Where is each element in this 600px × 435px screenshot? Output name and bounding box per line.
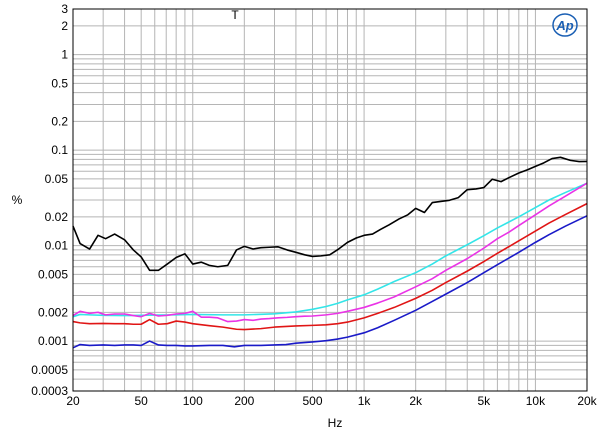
y-tick-label: 0.5 [51, 76, 68, 90]
x-tick-labels: 20 50 100 200 500 1k 2k 5k 10k 20k [66, 394, 597, 408]
y-tick-label: 0.2 [51, 114, 68, 128]
y-tick-label: 0.001 [38, 334, 68, 348]
y-tick-label: 1 [61, 48, 68, 62]
series-line-1 [72, 156, 588, 272]
x-tick-label: 100 [183, 394, 203, 408]
y-tick-label: 2 [61, 19, 68, 33]
x-tick-label: 20k [577, 394, 597, 408]
y-tick-label: 0.005 [38, 267, 68, 281]
ap-logo-ring [552, 13, 578, 37]
x-axis-label: Hz [328, 416, 343, 430]
x-tick-label: 200 [234, 394, 254, 408]
series-line-5 [72, 215, 588, 349]
y-tick-label: 0.1 [51, 143, 68, 157]
y-tick-label: 3 [61, 2, 68, 16]
ap-logo-text: Ap [555, 18, 573, 33]
plot-frame [72, 8, 588, 392]
y-tick-labels: 3 2 1 0.5 0.2 0.1 0.05 0.02 0.01 0.005 0.002 0.001 0… [31, 2, 68, 398]
series-line-3 [72, 182, 588, 323]
x-tick-label: 2k [409, 394, 423, 408]
x-tick-label: 1k [358, 394, 372, 408]
series-group [72, 156, 588, 349]
y-tick-label: 0.05 [45, 172, 69, 186]
x-tick-label: 20 [66, 394, 80, 408]
y-tick-label: 0.0005 [31, 363, 68, 377]
y-tick-label: 0.01 [45, 239, 69, 253]
chart-marker-label: T [231, 8, 239, 22]
y-axis-label: % [12, 193, 23, 207]
x-tick-label: 10k [526, 394, 546, 408]
x-tick-label: 500 [302, 394, 322, 408]
y-tick-label: 0.002 [38, 305, 68, 319]
y-tick-label: 0.0003 [31, 384, 68, 398]
ap-logo: Ap [552, 13, 578, 37]
x-tick-label: 5k [478, 394, 492, 408]
series-line-4 [72, 202, 588, 331]
y-tick-label: 0.02 [45, 210, 69, 224]
x-tick-label: 50 [135, 394, 149, 408]
series-line-2 [72, 182, 588, 318]
